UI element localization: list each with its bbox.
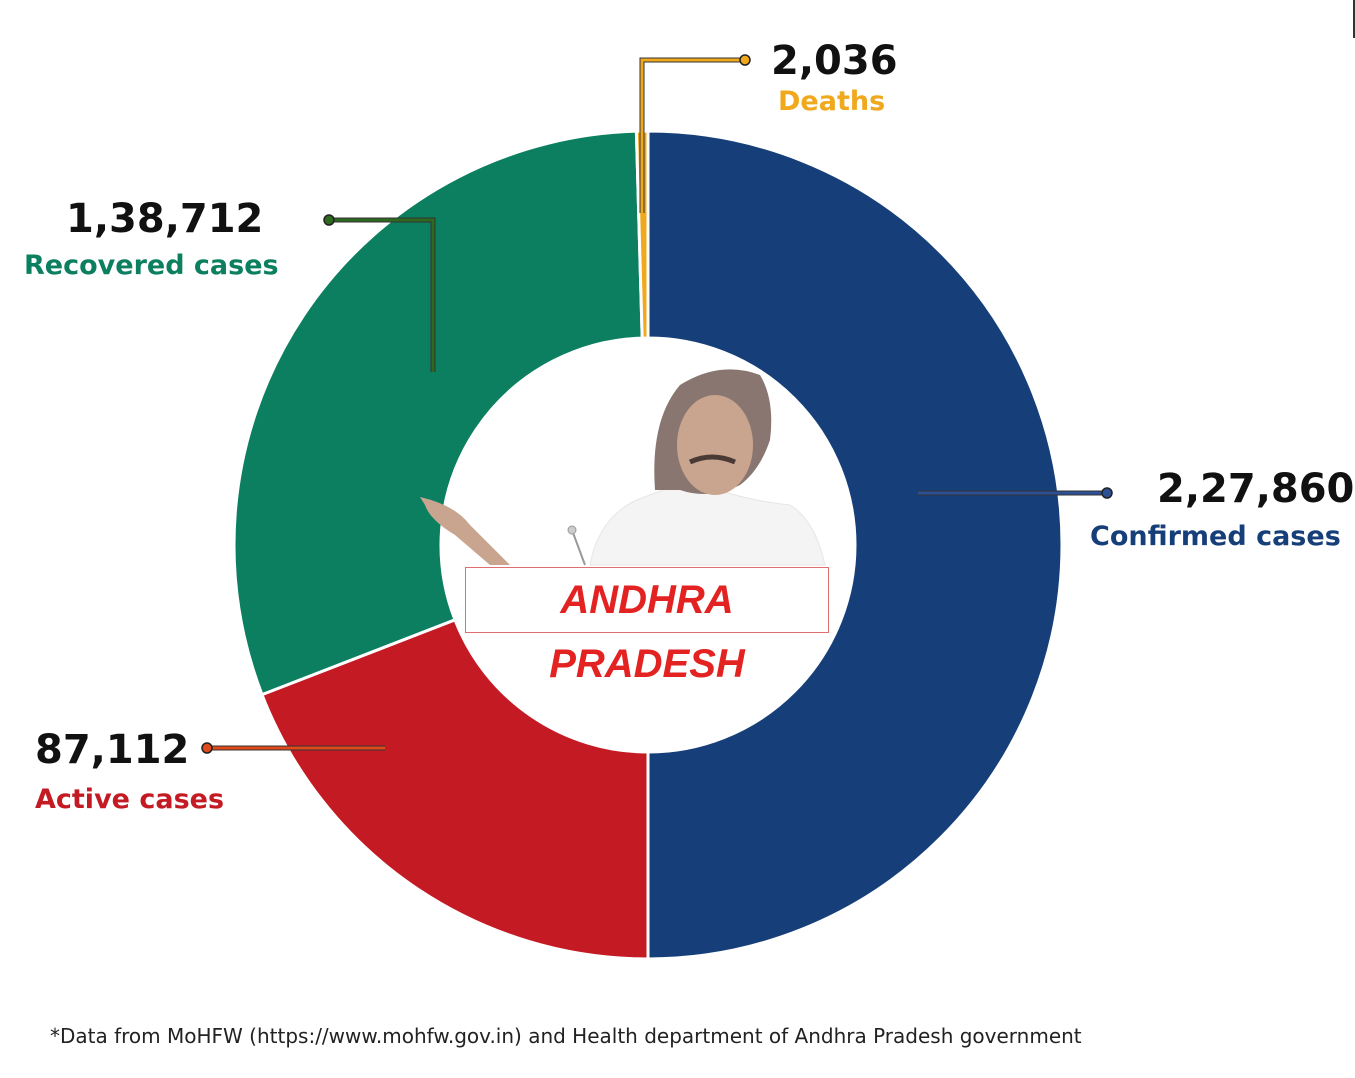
confirmed-leader-dot <box>1101 487 1113 499</box>
footnote: *Data from MoHFW (https://www.mohfw.gov.… <box>50 1024 1082 1048</box>
confirmed-label: Confirmed cases <box>1090 521 1341 552</box>
deaths-leader-dot <box>739 54 751 66</box>
slice-recovered-cases <box>232 129 644 697</box>
recovered-leader-dot <box>323 214 335 226</box>
recovered-label: Recovered cases <box>24 250 279 281</box>
center-photo <box>420 369 826 566</box>
confirmed-value: 2,27,860 <box>1157 466 1355 512</box>
active-value: 87,112 <box>35 727 190 773</box>
recovered-leader-line <box>329 218 435 372</box>
slice-confirmed-cases <box>646 129 1064 961</box>
center-label: ANDHRA PRADESH <box>465 567 829 686</box>
slice-active-cases <box>260 617 650 961</box>
window-edge <box>1353 0 1355 38</box>
deaths-leader-line <box>640 58 745 213</box>
deaths-value: 2,036 <box>771 38 898 84</box>
recovered-value: 1,38,712 <box>66 196 264 242</box>
active-label: Active cases <box>35 784 225 815</box>
deaths-label: Deaths <box>778 86 886 117</box>
active-leader-dot <box>201 742 213 754</box>
